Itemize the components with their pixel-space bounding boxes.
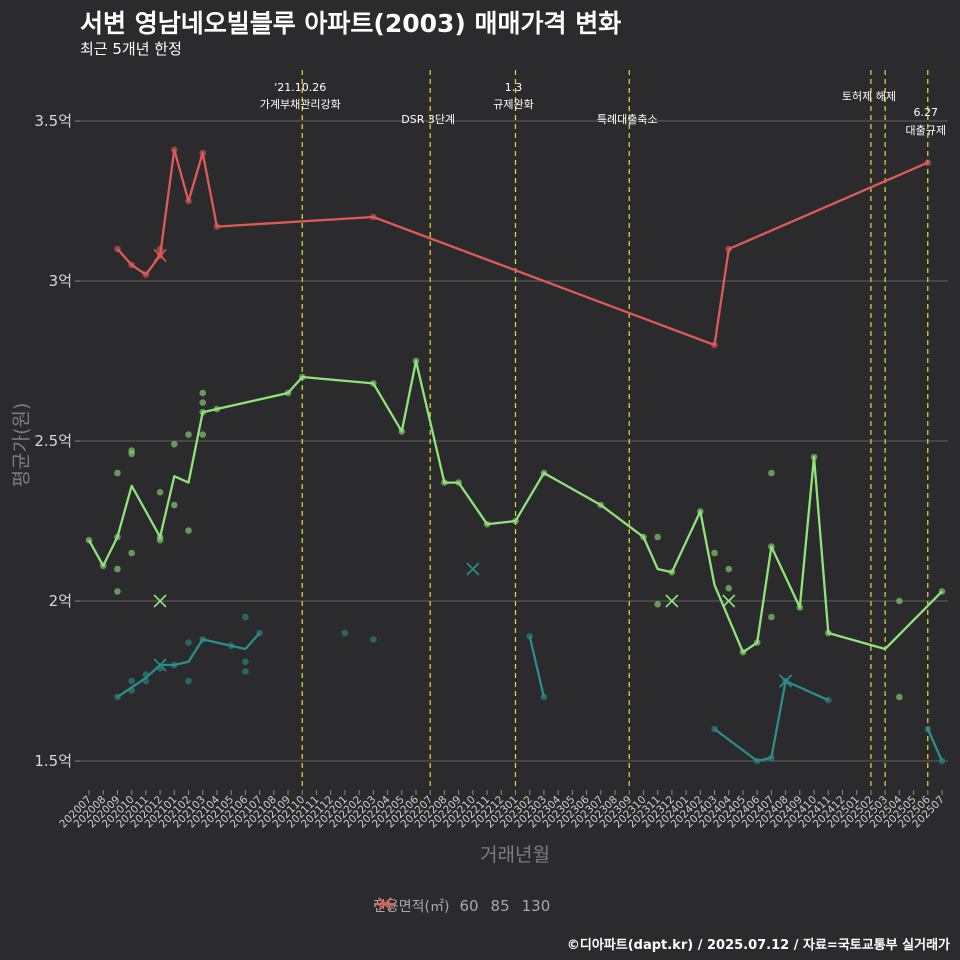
series-line xyxy=(116,632,261,698)
data-point xyxy=(114,588,121,595)
y-tick-label: 2억 xyxy=(49,592,72,610)
data-point xyxy=(199,431,207,438)
event-label: 대출규제 xyxy=(906,124,946,137)
source-caption: ©디아파트(dapt.kr) / 2025.07.12 / 자료=국토교통부 실… xyxy=(566,938,950,953)
data-point xyxy=(171,440,178,448)
data-point xyxy=(185,677,192,685)
data-point xyxy=(156,536,164,544)
cancelled-marker xyxy=(153,594,167,608)
data-point xyxy=(114,469,121,477)
data-point xyxy=(128,549,135,557)
legend-key xyxy=(374,897,396,911)
cancelled-marker xyxy=(153,248,167,262)
data-point xyxy=(370,636,377,643)
data-point xyxy=(185,639,192,646)
x-axis-label: 거래년월 xyxy=(480,844,550,866)
series-line xyxy=(713,679,829,763)
cancelled-marker xyxy=(153,658,167,672)
series-line xyxy=(528,635,546,698)
y-tick-label: 3.5억 xyxy=(34,112,72,130)
legend-label: 60 xyxy=(459,897,479,915)
data-point xyxy=(171,501,178,509)
series-130 xyxy=(114,146,932,349)
cancelled-marker xyxy=(665,594,679,608)
data-point xyxy=(341,629,349,637)
event-label: 규제완화 xyxy=(493,98,533,111)
chart-subtitle: 최근 5개년 한정 xyxy=(80,40,182,58)
legend-title: 전용면적(㎡) xyxy=(373,899,450,915)
y-axis-label: 평균가(원) xyxy=(10,402,33,488)
data-point xyxy=(242,613,249,621)
data-point xyxy=(725,584,733,592)
y-tick-label: 2.5억 xyxy=(34,432,72,450)
data-point xyxy=(128,450,135,458)
chart-title: 서변 영남네오빌블루 아파트(2003) 매매가격 변화 xyxy=(80,9,622,38)
data-point xyxy=(768,613,775,621)
series-line xyxy=(926,728,944,762)
event-label: '21.10.26 xyxy=(274,81,326,94)
y-tick-label: 1.5억 xyxy=(34,752,72,770)
legend-label: 85 xyxy=(490,897,510,915)
legend-item-130: 130 xyxy=(374,897,551,915)
event-label: 6.27 xyxy=(914,106,939,119)
grid-lines: 1.5억 2억 2.5억 3억 3.5억 xyxy=(34,112,948,770)
event-label: DSR 3단계 xyxy=(401,113,455,126)
legend-item-60: 60 xyxy=(374,897,479,915)
event-label: 특례대출축소 xyxy=(597,113,658,126)
data-point xyxy=(540,693,548,701)
data-point xyxy=(114,565,121,573)
series-line xyxy=(87,359,943,654)
cancelled-marker xyxy=(466,562,480,576)
x-axis: 2020072020082020092020102020112020122021… xyxy=(57,790,947,830)
cancelled-stroke xyxy=(779,674,793,688)
event-label: 토허제 해제 xyxy=(842,89,896,103)
cancelled-stroke xyxy=(466,562,480,576)
series-85 xyxy=(85,357,946,701)
cancelled-stroke xyxy=(153,658,167,672)
cancelled-stroke xyxy=(722,594,736,608)
legend: 전용면적(㎡) 60 85 130 xyxy=(373,896,562,916)
cancelled-stroke xyxy=(153,248,167,262)
data-point xyxy=(199,399,207,406)
data-point xyxy=(242,668,249,675)
series-line xyxy=(116,148,929,347)
cancelled-stroke xyxy=(153,594,167,608)
legend-key-stroke xyxy=(378,897,392,911)
data-point xyxy=(711,549,718,557)
legend-item-85: 85 xyxy=(374,897,510,915)
y-tick-label: 3억 xyxy=(49,272,72,290)
cancelled-stroke xyxy=(665,594,679,608)
cancelled-marker xyxy=(779,674,793,688)
data-point xyxy=(199,389,207,397)
data-point xyxy=(156,488,164,496)
event-label: 1.3 xyxy=(505,81,523,94)
event-label: 가계부채관리강화 xyxy=(260,98,341,111)
data-point xyxy=(128,677,135,685)
cancelled-marker xyxy=(722,594,736,608)
data-point xyxy=(896,693,903,701)
data-point xyxy=(896,597,903,605)
data-point xyxy=(185,431,192,438)
data-point xyxy=(725,565,733,573)
series-60 xyxy=(114,562,946,765)
legend-label: 130 xyxy=(521,897,551,915)
data-point xyxy=(768,469,775,477)
data-point xyxy=(185,527,192,534)
data-point xyxy=(654,600,661,608)
data-point xyxy=(654,533,661,541)
data-point xyxy=(242,658,249,666)
